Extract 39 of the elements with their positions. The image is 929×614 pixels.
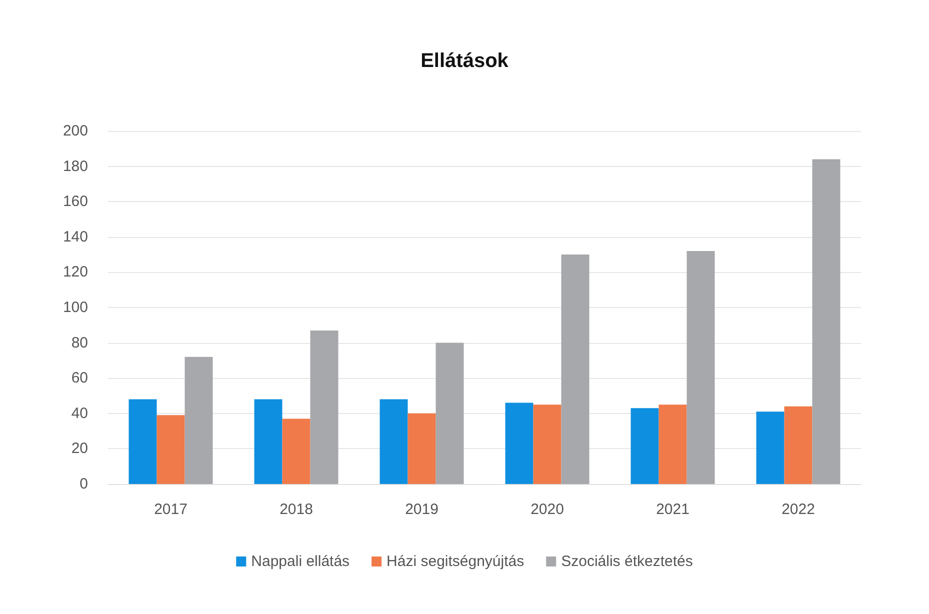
- bar: [156, 415, 185, 484]
- y-tick-label: 120: [62, 264, 88, 281]
- y-tick-label: 160: [62, 193, 88, 210]
- y-tick-label: 180: [62, 158, 88, 175]
- bar: [812, 159, 840, 484]
- chart-title: Ellátások: [420, 50, 510, 72]
- bar: [505, 402, 534, 484]
- y-tick-label: 200: [62, 122, 88, 140]
- bar: [184, 356, 213, 484]
- y-tick-label: 140: [62, 228, 88, 246]
- bar: [310, 330, 338, 484]
- y-tick-label: 80: [71, 334, 88, 352]
- bar: [408, 413, 436, 484]
- y-tick-label: 0: [80, 476, 88, 492]
- bar: [128, 399, 157, 484]
- x-tick-label: 2022: [782, 501, 815, 518]
- bar: [561, 254, 590, 484]
- bar: [380, 399, 408, 484]
- bar: [436, 342, 464, 484]
- legend-label: Házi segitségnyújtás: [386, 553, 524, 570]
- x-tick-label: 2017: [154, 501, 188, 518]
- y-tick-label: 20: [71, 440, 88, 458]
- bar: [282, 418, 310, 484]
- bar: [658, 404, 687, 484]
- y-tick-label: 40: [71, 404, 88, 422]
- x-tick-label: 2018: [280, 501, 313, 518]
- legend-label: Szociális étkeztetés: [561, 553, 693, 570]
- x-tick-label: 2019: [405, 501, 438, 518]
- bar: [686, 251, 715, 484]
- legend-label: Nappali ellátás: [251, 553, 350, 570]
- bar: [630, 408, 659, 484]
- bar: [756, 412, 784, 484]
- y-tick-label: 60: [71, 370, 88, 387]
- bar: [784, 406, 812, 484]
- y-tick-label: 100: [62, 299, 88, 316]
- bar: [254, 399, 282, 484]
- x-tick-label: 2020: [530, 501, 564, 518]
- bar: [533, 404, 562, 484]
- x-tick-label: 2021: [656, 501, 690, 518]
